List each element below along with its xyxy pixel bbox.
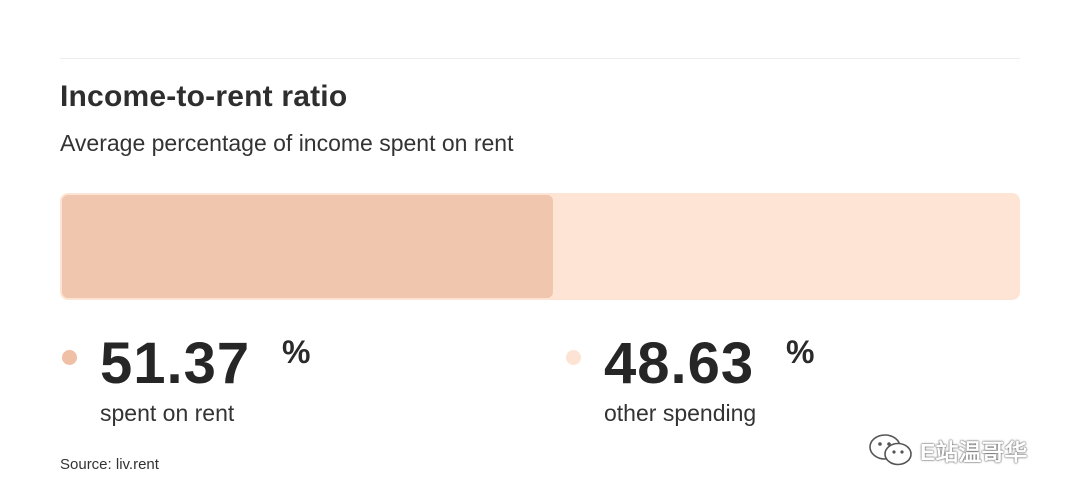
top-divider [60, 58, 1020, 59]
bar-segment-rent-fill [62, 195, 553, 298]
chart-title: Income-to-rent ratio [60, 80, 348, 113]
stat-rent-unit: % [282, 334, 311, 370]
source-note: Source: liv.rent [60, 456, 159, 473]
watermark: E站温哥华 [868, 433, 1027, 467]
wechat-icon [869, 434, 912, 466]
stat-other-label: other spending [604, 400, 757, 426]
stat-rent-value: 51.37 [100, 331, 251, 396]
watermark-text: E站温哥华 [920, 439, 1028, 465]
stat-other-value: 48.63 [604, 331, 755, 396]
chart-subtitle: Average percentage of income spent on re… [60, 130, 514, 156]
legend-dot-rent [62, 350, 77, 365]
stat-rent-label: spent on rent [100, 400, 235, 426]
legend-dot-other [566, 350, 581, 365]
bar-segment-rent [60, 193, 553, 300]
ratio-bar [60, 193, 1020, 300]
stat-other-unit: % [786, 334, 815, 370]
